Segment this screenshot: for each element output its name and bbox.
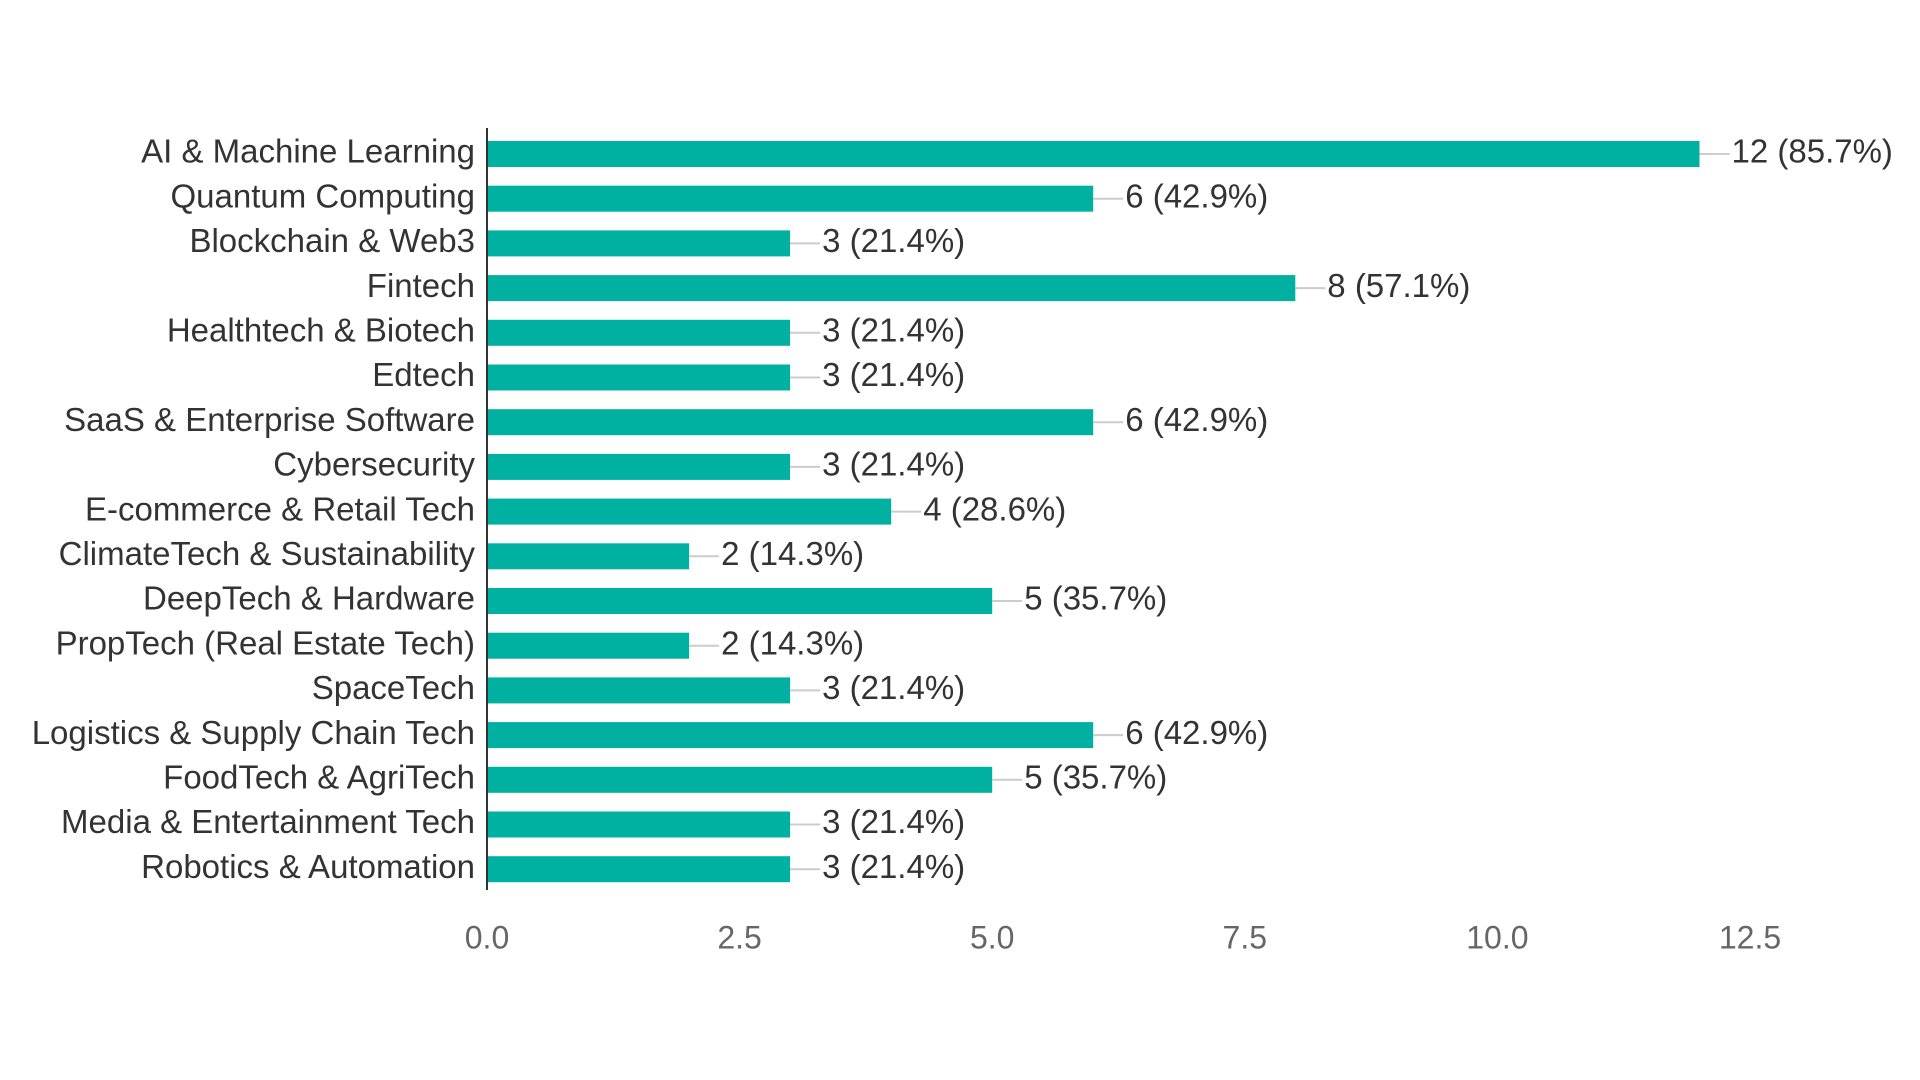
data-label: 6 (42.9%) <box>1125 177 1268 214</box>
data-label: 2 (14.3%) <box>721 624 864 661</box>
data-label: 3 (21.4%) <box>822 356 965 393</box>
bar <box>487 766 993 793</box>
category-label: FoodTech & AgriTech <box>163 759 475 796</box>
category-label: Fintech <box>367 267 475 304</box>
bars-layer <box>487 141 1700 883</box>
category-label: SaaS & Enterprise Software <box>64 401 475 438</box>
x-tick-label: 0.0 <box>465 919 509 955</box>
category-label: Edtech <box>372 356 475 393</box>
category-label: Blockchain & Web3 <box>189 222 475 259</box>
x-tick-label: 7.5 <box>1223 919 1267 955</box>
data-label: 5 (35.7%) <box>1024 580 1167 617</box>
category-label: Logistics & Supply Chain Tech <box>32 714 475 751</box>
data-label: 4 (28.6%) <box>923 490 1066 527</box>
bar <box>487 185 1094 212</box>
leader-lines-layer <box>689 153 1730 871</box>
bar <box>487 811 791 838</box>
data-label: 6 (42.9%) <box>1125 401 1268 438</box>
x-tick-label: 2.5 <box>717 919 761 955</box>
axis-layer: 0.0 2.5 5.0 7.5 10.0 12.5 <box>465 128 1781 955</box>
labels-layer: AI & Machine Learning 12 (85.7%) Quantum C… <box>32 133 1893 885</box>
bar <box>487 319 791 346</box>
data-label: 12 (85.7%) <box>1732 133 1893 170</box>
data-label: 6 (42.9%) <box>1125 714 1268 751</box>
data-label: 2 (14.3%) <box>721 535 864 572</box>
category-label: Quantum Computing <box>171 177 476 214</box>
bar <box>487 677 791 704</box>
bar <box>487 141 1700 167</box>
category-label: DeepTech & Hardware <box>143 580 475 617</box>
data-label: 3 (21.4%) <box>822 446 965 483</box>
category-label: PropTech (Real Estate Tech) <box>56 624 475 661</box>
category-label: Robotics & Automation <box>141 848 475 885</box>
category-label: E-commerce & Retail Tech <box>85 490 475 527</box>
data-label: 3 (21.4%) <box>822 803 965 840</box>
category-label: ClimateTech & Sustainability <box>59 535 476 572</box>
x-tick-label: 12.5 <box>1719 919 1781 955</box>
data-label: 5 (35.7%) <box>1024 759 1167 796</box>
category-label: Healthtech & Biotech <box>167 312 475 349</box>
bar <box>487 453 791 480</box>
category-label: Cybersecurity <box>273 446 475 483</box>
data-label: 8 (57.1%) <box>1327 267 1470 304</box>
bar <box>487 588 993 614</box>
x-tick-label: 10.0 <box>1466 919 1528 955</box>
bar <box>487 409 1094 436</box>
bar <box>487 632 690 659</box>
data-label: 3 (21.4%) <box>822 312 965 349</box>
data-label: 3 (21.4%) <box>822 222 965 259</box>
category-label: SpaceTech <box>312 669 475 706</box>
data-label: 3 (21.4%) <box>822 848 965 885</box>
bar <box>487 722 1094 749</box>
bar <box>487 275 1296 302</box>
bar <box>487 543 690 570</box>
bar <box>487 230 791 257</box>
category-label: Media & Entertainment Tech <box>61 803 475 840</box>
bar <box>487 498 892 525</box>
data-label: 3 (21.4%) <box>822 669 965 706</box>
bar <box>487 364 791 391</box>
bar <box>487 856 791 883</box>
category-label: AI & Machine Learning <box>141 133 475 170</box>
x-tick-label: 5.0 <box>970 919 1014 955</box>
